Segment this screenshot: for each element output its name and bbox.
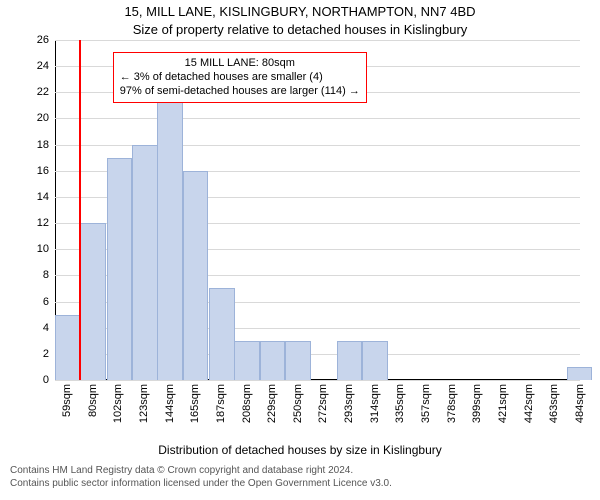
x-tick-label: 484sqm [574, 384, 586, 423]
gridline [55, 380, 580, 381]
annotation-box: 15 MILL LANE: 80sqm← 3% of detached hous… [113, 52, 367, 103]
x-tick-label: 335sqm [394, 384, 406, 423]
annotation-line: 15 MILL LANE: 80sqm [120, 56, 360, 70]
y-tick-label: 10 [19, 243, 49, 255]
y-tick-label: 8 [19, 269, 49, 281]
histogram-bar [234, 341, 260, 380]
footer-line-1: Contains HM Land Registry data © Crown c… [10, 465, 353, 476]
y-tick-label: 26 [19, 34, 49, 46]
x-tick-label: 229sqm [266, 384, 278, 423]
x-tick-label: 80sqm [87, 384, 99, 417]
histogram-bar [55, 315, 81, 380]
histogram-bar [337, 341, 363, 380]
footer-line-2: Contains public sector information licen… [10, 478, 392, 489]
histogram-bar [80, 223, 106, 380]
x-tick-label: 144sqm [164, 384, 176, 423]
y-tick-label: 22 [19, 86, 49, 98]
annotation-line: ← 3% of detached houses are smaller (4) [120, 70, 360, 84]
x-tick-label: 59sqm [61, 384, 73, 417]
x-tick-label: 208sqm [241, 384, 253, 423]
chart-title-sub: Size of property relative to detached ho… [0, 22, 600, 37]
x-tick-label: 399sqm [471, 384, 483, 423]
chart-container: 15, MILL LANE, KISLINGBURY, NORTHAMPTON,… [0, 0, 600, 500]
x-tick-label: 250sqm [292, 384, 304, 423]
histogram-bar [362, 341, 388, 380]
plot-area: 0246810121416182022242659sqm80sqm102sqm1… [55, 40, 580, 380]
histogram-bar [183, 171, 209, 380]
y-tick-label: 14 [19, 191, 49, 203]
x-tick-label: 421sqm [497, 384, 509, 423]
y-tick-label: 16 [19, 165, 49, 177]
gridline [55, 40, 580, 41]
x-tick-label: 463sqm [548, 384, 560, 423]
x-tick-label: 442sqm [523, 384, 535, 423]
y-tick-label: 4 [19, 322, 49, 334]
y-tick-label: 0 [19, 374, 49, 386]
histogram-bar [260, 341, 286, 380]
chart-title-main: 15, MILL LANE, KISLINGBURY, NORTHAMPTON,… [0, 4, 600, 19]
histogram-bar [285, 341, 311, 380]
histogram-bar [209, 288, 235, 380]
x-tick-label: 314sqm [369, 384, 381, 423]
gridline [55, 118, 580, 119]
y-tick-label: 18 [19, 139, 49, 151]
y-tick-label: 20 [19, 112, 49, 124]
histogram-bar [132, 145, 158, 380]
y-tick-label: 12 [19, 217, 49, 229]
histogram-bar [567, 367, 593, 380]
x-tick-label: 102sqm [112, 384, 124, 423]
x-tick-label: 357sqm [420, 384, 432, 423]
x-tick-label: 123sqm [138, 384, 150, 423]
marker-line [79, 40, 81, 380]
x-tick-label: 165sqm [189, 384, 201, 423]
histogram-bar [157, 92, 183, 380]
x-tick-label: 187sqm [215, 384, 227, 423]
y-tick-label: 24 [19, 60, 49, 72]
annotation-line: 97% of semi-detached houses are larger (… [120, 84, 360, 98]
y-tick-label: 6 [19, 296, 49, 308]
histogram-bar [107, 158, 133, 380]
x-tick-label: 272sqm [317, 384, 329, 423]
x-tick-label: 378sqm [446, 384, 458, 423]
x-axis-label: Distribution of detached houses by size … [0, 443, 600, 457]
x-tick-label: 293sqm [343, 384, 355, 423]
y-tick-label: 2 [19, 348, 49, 360]
